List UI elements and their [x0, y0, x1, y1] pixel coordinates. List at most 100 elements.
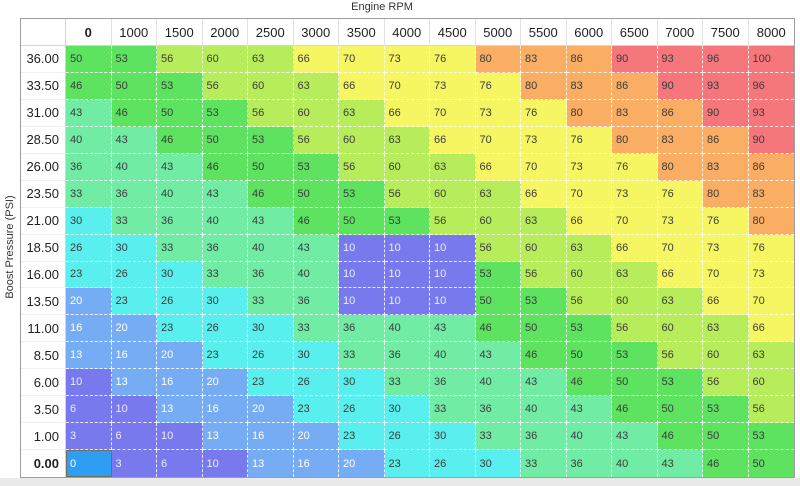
table-cell[interactable]: 20 — [111, 315, 157, 343]
table-cell[interactable]: 76 — [430, 46, 476, 73]
table-cell[interactable]: 23 — [202, 342, 248, 370]
table-cell[interactable]: 73 — [384, 46, 430, 73]
table-cell[interactable]: 56 — [202, 72, 248, 100]
table-cell[interactable]: 10 — [384, 261, 430, 289]
table-cell[interactable]: 56 — [293, 126, 339, 154]
table-cell[interactable]: 10 — [384, 234, 430, 262]
table-cell[interactable]: 83 — [521, 46, 567, 73]
table-cell[interactable]: 53 — [521, 288, 567, 316]
table-cell[interactable]: 63 — [657, 288, 703, 316]
table-cell[interactable]: 13 — [66, 342, 112, 370]
table-cell[interactable]: 60 — [703, 342, 749, 370]
table-cell[interactable]: 86 — [612, 72, 658, 100]
row-header-boost[interactable]: 6.00 — [21, 369, 66, 397]
table-cell[interactable]: 60 — [657, 315, 703, 343]
table-cell[interactable]: 23 — [111, 288, 157, 316]
table-cell[interactable]: 56 — [430, 207, 476, 235]
table-cell[interactable]: 50 — [748, 450, 794, 477]
table-cell[interactable]: 30 — [66, 207, 112, 235]
table-cell[interactable]: 20 — [293, 423, 339, 451]
table-cell[interactable]: 60 — [475, 207, 521, 235]
table-cell[interactable]: 90 — [612, 46, 658, 73]
table-cell[interactable]: 63 — [612, 261, 658, 289]
table-cell[interactable]: 33 — [521, 450, 567, 477]
table-cell[interactable]: 10 — [430, 288, 476, 316]
table-cell[interactable]: 50 — [521, 315, 567, 343]
table-cell[interactable]: 43 — [248, 207, 294, 235]
table-cell[interactable]: 90 — [657, 72, 703, 100]
table-cell[interactable]: 10 — [430, 234, 476, 262]
table-cell[interactable]: 10 — [339, 288, 385, 316]
table-cell[interactable]: 60 — [339, 126, 385, 154]
table-cell[interactable]: 86 — [748, 153, 794, 181]
row-header-boost[interactable]: 31.00 — [21, 99, 66, 127]
table-cell[interactable]: 40 — [475, 369, 521, 397]
table-cell[interactable]: 40 — [384, 315, 430, 343]
table-cell[interactable]: 66 — [339, 72, 385, 100]
row-header-boost[interactable]: 36.00 — [21, 46, 66, 73]
table-cell[interactable]: 100 — [748, 46, 794, 73]
table-cell[interactable]: 73 — [430, 72, 476, 100]
row-header-boost[interactable]: 11.00 — [21, 315, 66, 343]
table-cell[interactable]: 86 — [703, 126, 749, 154]
table-cell[interactable]: 43 — [657, 450, 703, 477]
column-header-rpm[interactable]: 2000 — [202, 19, 248, 46]
table-cell[interactable]: 60 — [748, 369, 794, 397]
table-cell[interactable]: 76 — [703, 207, 749, 235]
table-cell[interactable]: 33 — [248, 288, 294, 316]
table-cell[interactable]: 70 — [612, 207, 658, 235]
table-cell[interactable]: 50 — [248, 153, 294, 181]
row-header-boost[interactable]: 8.50 — [21, 342, 66, 370]
table-cell[interactable]: 73 — [475, 99, 521, 127]
column-header-rpm[interactable]: 0 — [66, 19, 112, 46]
table-cell[interactable]: 26 — [66, 234, 112, 262]
table-cell[interactable]: 40 — [430, 342, 476, 370]
table-cell[interactable]: 50 — [612, 369, 658, 397]
table-cell[interactable]: 96 — [703, 46, 749, 73]
table-cell[interactable]: 80 — [657, 153, 703, 181]
table-cell[interactable]: 76 — [657, 180, 703, 208]
table-cell[interactable]: 46 — [475, 315, 521, 343]
table-cell[interactable]: 50 — [157, 99, 203, 127]
table-cell[interactable]: 33 — [111, 207, 157, 235]
table-cell[interactable]: 46 — [111, 99, 157, 127]
table-cell[interactable]: 46 — [293, 207, 339, 235]
table-cell[interactable]: 36 — [430, 369, 476, 397]
table-cell[interactable]: 26 — [111, 261, 157, 289]
table-cell[interactable]: 76 — [566, 126, 612, 154]
table-cell[interactable]: 10 — [430, 261, 476, 289]
table-cell[interactable]: 63 — [521, 207, 567, 235]
table-cell[interactable]: 30 — [430, 423, 476, 451]
table-cell[interactable]: 70 — [703, 261, 749, 289]
table-cell[interactable]: 20 — [157, 342, 203, 370]
table-cell[interactable]: 10 — [66, 369, 112, 397]
table-cell[interactable]: 33 — [157, 234, 203, 262]
table-cell[interactable]: 63 — [566, 234, 612, 262]
table-cell[interactable]: 80 — [612, 126, 658, 154]
table-cell[interactable]: 33 — [430, 396, 476, 424]
table-cell[interactable]: 50 — [566, 342, 612, 370]
table-cell[interactable]: 10 — [111, 396, 157, 424]
table-cell[interactable]: 60 — [521, 234, 567, 262]
table-cell[interactable]: 53 — [157, 72, 203, 100]
table-cell[interactable]: 13 — [202, 423, 248, 451]
table-cell[interactable]: 63 — [703, 315, 749, 343]
table-cell[interactable]: 50 — [111, 72, 157, 100]
table-cell[interactable]: 66 — [521, 180, 567, 208]
table-cell[interactable]: 26 — [202, 315, 248, 343]
table-cell[interactable]: 36 — [202, 234, 248, 262]
table-cell[interactable]: 30 — [202, 288, 248, 316]
table-cell[interactable]: 73 — [521, 126, 567, 154]
table-cell[interactable]: 83 — [566, 72, 612, 100]
table-cell[interactable]: 46 — [703, 450, 749, 477]
table-cell[interactable]: 16 — [157, 369, 203, 397]
table-cell[interactable]: 56 — [384, 180, 430, 208]
table-cell[interactable]: 53 — [293, 153, 339, 181]
table-cell[interactable]: 70 — [384, 72, 430, 100]
table-cell[interactable]: 56 — [521, 261, 567, 289]
table-cell[interactable]: 56 — [612, 315, 658, 343]
column-header-rpm[interactable]: 6500 — [612, 19, 658, 46]
table-cell[interactable]: 80 — [748, 207, 794, 235]
table-cell[interactable]: 56 — [475, 234, 521, 262]
table-cell[interactable]: 13 — [111, 369, 157, 397]
